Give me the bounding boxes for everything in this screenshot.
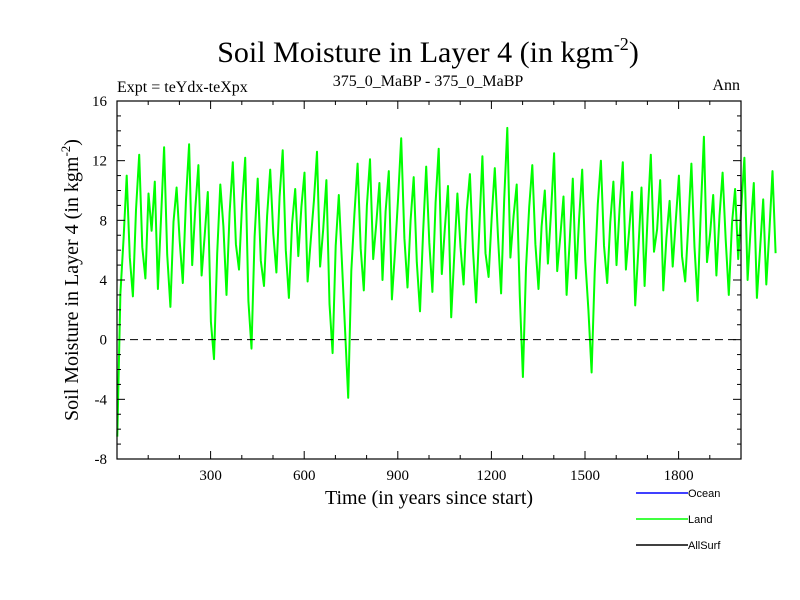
y-tick-label: 16 <box>92 94 108 110</box>
y-axis-label-close: ) <box>61 139 83 146</box>
y-axis: -8 -4 0 4 8 12 16 <box>92 94 741 468</box>
y-axis-label: Soil Moisture in Layer 4 (in kgm-2) <box>58 139 83 421</box>
legend: Ocean Land AllSurf <box>636 488 721 552</box>
x-tick-label: 600 <box>293 468 316 484</box>
subtitle-center: 375_0_MaBP - 375_0_MaBP <box>333 73 524 90</box>
subtitle-left: Expt = teYdx-teXpx <box>117 79 248 96</box>
x-tick-label: 1800 <box>664 468 694 484</box>
subtitle-right: Ann <box>712 77 740 94</box>
chart-title-close: ) <box>629 36 639 69</box>
y-tick-label: 4 <box>100 273 108 289</box>
y-tick-label: 8 <box>100 213 108 229</box>
y-tick-label: -8 <box>95 452 108 468</box>
y-tick-label: 0 <box>100 333 108 349</box>
chart-title-sup: -2 <box>614 34 629 54</box>
x-tick-label: 1200 <box>476 468 506 484</box>
series-line-land <box>116 126 777 437</box>
x-tick-label: 900 <box>387 468 410 484</box>
y-tick-label: 12 <box>92 154 107 170</box>
chart-title-main: Soil Moisture in Layer 4 (in kgm <box>217 36 614 69</box>
legend-label-land: Land <box>688 514 712 526</box>
y-tick-label: -4 <box>95 392 108 408</box>
y-axis-label-main: Soil Moisture in Layer 4 (in kgm <box>61 156 83 421</box>
chart-title: Soil Moisture in Layer 4 (in kgm-2) <box>217 34 639 69</box>
x-axis-label: Time (in years since start) <box>325 487 533 509</box>
x-axis: 300 600 900 1200 1500 1800 <box>147 101 711 484</box>
x-tick-label: 1500 <box>570 468 600 484</box>
plot-series <box>116 126 777 437</box>
y-axis-label-sup: -2 <box>58 146 73 157</box>
legend-label-allsurf: AllSurf <box>688 540 721 552</box>
x-tick-label: 300 <box>199 468 222 484</box>
legend-label-ocean: Ocean <box>688 488 720 500</box>
